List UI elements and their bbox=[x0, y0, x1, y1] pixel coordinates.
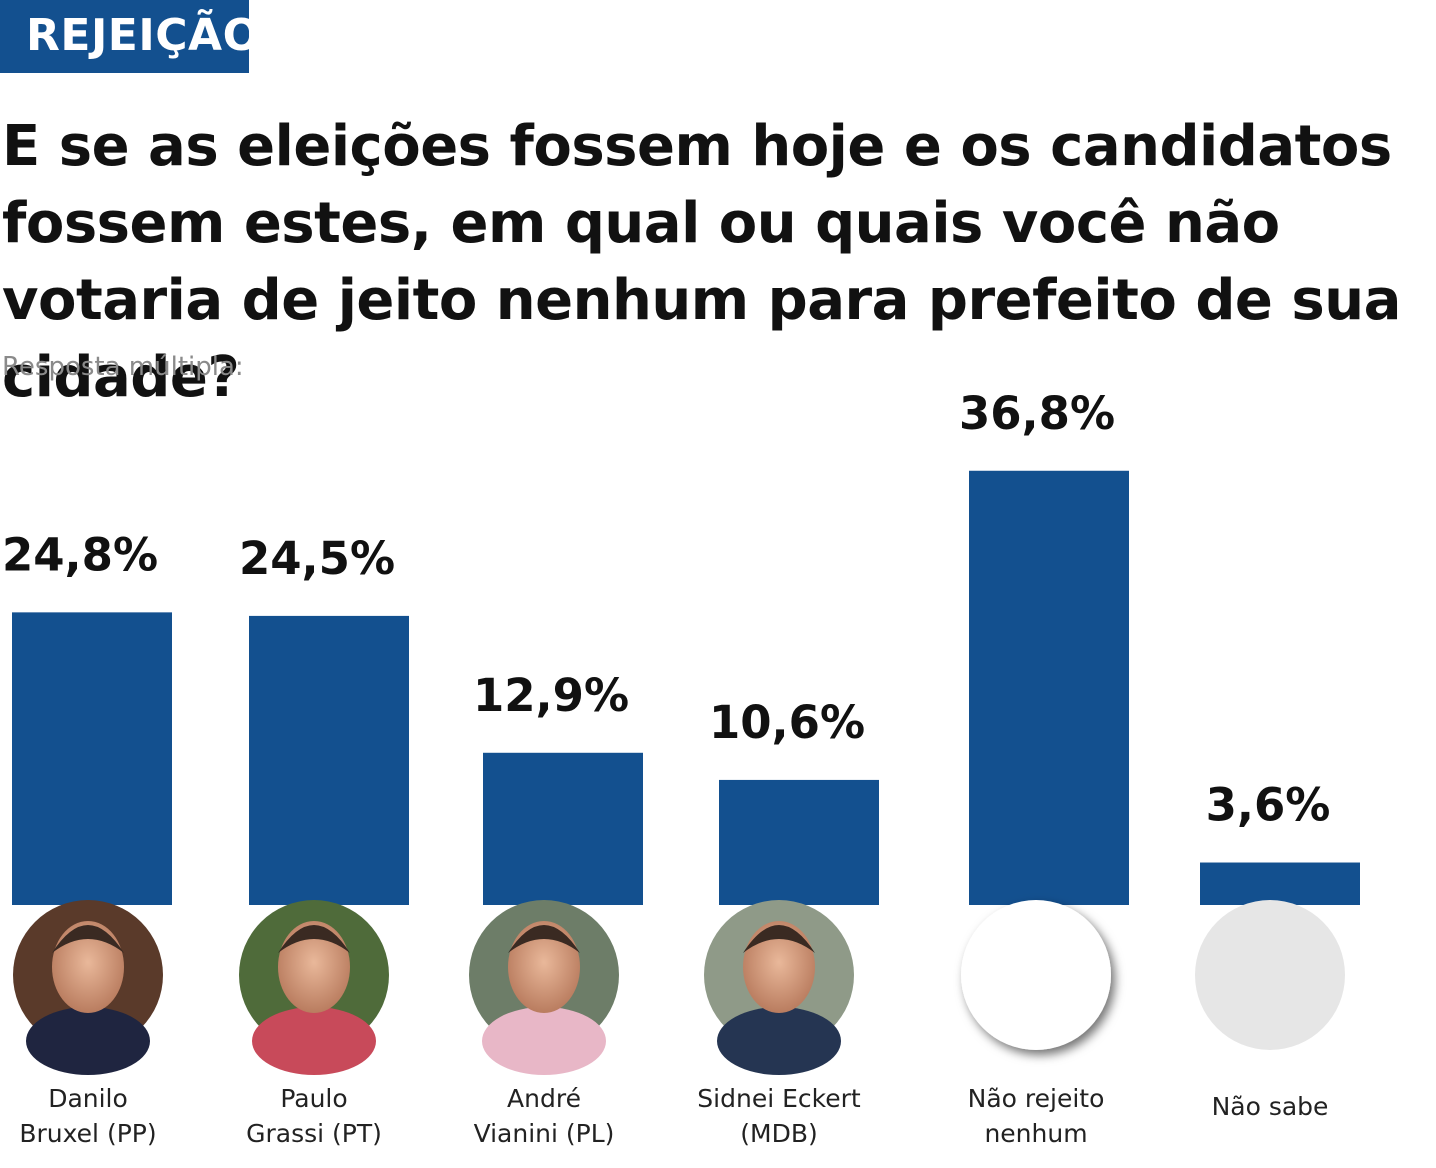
bar bbox=[969, 470, 1129, 905]
bar bbox=[483, 752, 643, 905]
category-label: Bruxel (PP) bbox=[19, 1119, 156, 1148]
category-label: Danilo bbox=[48, 1084, 128, 1113]
data-label: 10,6% bbox=[709, 696, 865, 749]
category-label: Grassi (PT) bbox=[246, 1119, 382, 1148]
candidate-face-shape bbox=[508, 921, 580, 1013]
candidate-hair-shape bbox=[52, 925, 124, 953]
candidate-shirt-shape bbox=[252, 1007, 376, 1075]
category-label: nenhum bbox=[984, 1119, 1087, 1148]
data-label: 24,5% bbox=[239, 532, 395, 585]
bar bbox=[12, 612, 172, 905]
candidate-hair-shape bbox=[278, 925, 350, 953]
category-label: André bbox=[507, 1084, 581, 1113]
bar bbox=[719, 779, 879, 905]
category-label: Sidnei Eckert bbox=[697, 1084, 861, 1113]
candidate-hair-shape bbox=[508, 925, 580, 953]
section-tag-label: REJEIÇÃO bbox=[26, 10, 261, 61]
bar bbox=[1200, 862, 1360, 905]
category-label: Vianini (PL) bbox=[474, 1119, 615, 1148]
candidate-shirt-shape bbox=[26, 1007, 150, 1075]
section-tag: REJEIÇÃO bbox=[0, 0, 260, 73]
category-label: Paulo bbox=[280, 1084, 347, 1113]
candidate-face-shape bbox=[278, 921, 350, 1013]
data-label: 36,8% bbox=[959, 387, 1115, 440]
category-label: Não rejeito bbox=[968, 1084, 1105, 1113]
candidate-face-shape bbox=[743, 921, 815, 1013]
candidate-hair-shape bbox=[743, 925, 815, 953]
data-label: 12,9% bbox=[473, 669, 629, 722]
grey-circle-icon bbox=[1195, 900, 1345, 1050]
chart-title: E se as eleições fossem hoje e os candid… bbox=[2, 114, 1401, 410]
chart-subtitle: Resposta múltipla: bbox=[2, 352, 244, 382]
candidate-face-shape bbox=[52, 921, 124, 1013]
candidate-shirt-shape bbox=[717, 1007, 841, 1075]
category-label: (MDB) bbox=[740, 1119, 817, 1148]
candidate-shirt-shape bbox=[482, 1007, 606, 1075]
data-label: 3,6% bbox=[1206, 779, 1331, 832]
category-label: Não sabe bbox=[1212, 1092, 1329, 1121]
bar bbox=[249, 615, 409, 905]
white-circle-icon bbox=[961, 900, 1111, 1050]
data-label: 24,8% bbox=[2, 528, 158, 581]
